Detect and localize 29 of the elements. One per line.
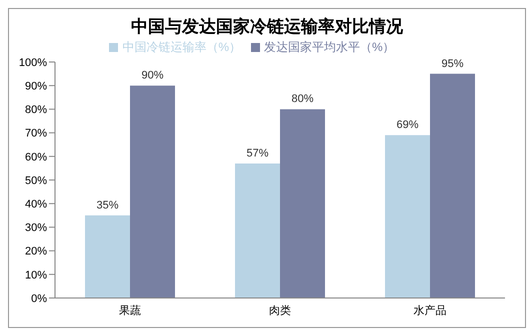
y-tick-label: 20%	[24, 246, 48, 258]
data-label: 69%	[396, 119, 419, 132]
chart-title: 中国与发达国家冷链运输率对比情况	[130, 16, 404, 39]
y-tick-label: 0%	[31, 292, 48, 305]
legend-label: 发达国家平均水平（%）	[264, 40, 395, 54]
bar	[385, 135, 430, 298]
bar	[130, 86, 175, 298]
y-tick-label: 80%	[24, 104, 48, 116]
y-tick-label: 30%	[24, 222, 48, 234]
data-label: 90%	[141, 70, 164, 82]
data-label: 80%	[291, 93, 314, 106]
data-label: 57%	[246, 147, 269, 160]
x-tick-label: 水产品	[414, 304, 446, 317]
y-tick-label: 40%	[24, 198, 48, 211]
y-tick-label: 50%	[24, 174, 48, 187]
bar	[235, 163, 280, 298]
bar	[430, 74, 475, 298]
y-tick-label: 60%	[24, 151, 48, 164]
x-tick-label: 果蔬	[119, 304, 141, 317]
data-label: 95%	[441, 58, 464, 70]
y-tick-label: 90%	[24, 80, 48, 93]
y-tick-label: 10%	[24, 269, 48, 282]
data-label: 35%	[96, 199, 119, 212]
bar	[280, 109, 325, 298]
legend-label: 中国冷链运输率（%）	[122, 40, 241, 54]
x-tick-label: 肉类	[269, 304, 291, 317]
y-tick-label: 70%	[24, 128, 48, 140]
bar	[85, 215, 130, 298]
y-tick-label: 100%	[18, 56, 48, 69]
